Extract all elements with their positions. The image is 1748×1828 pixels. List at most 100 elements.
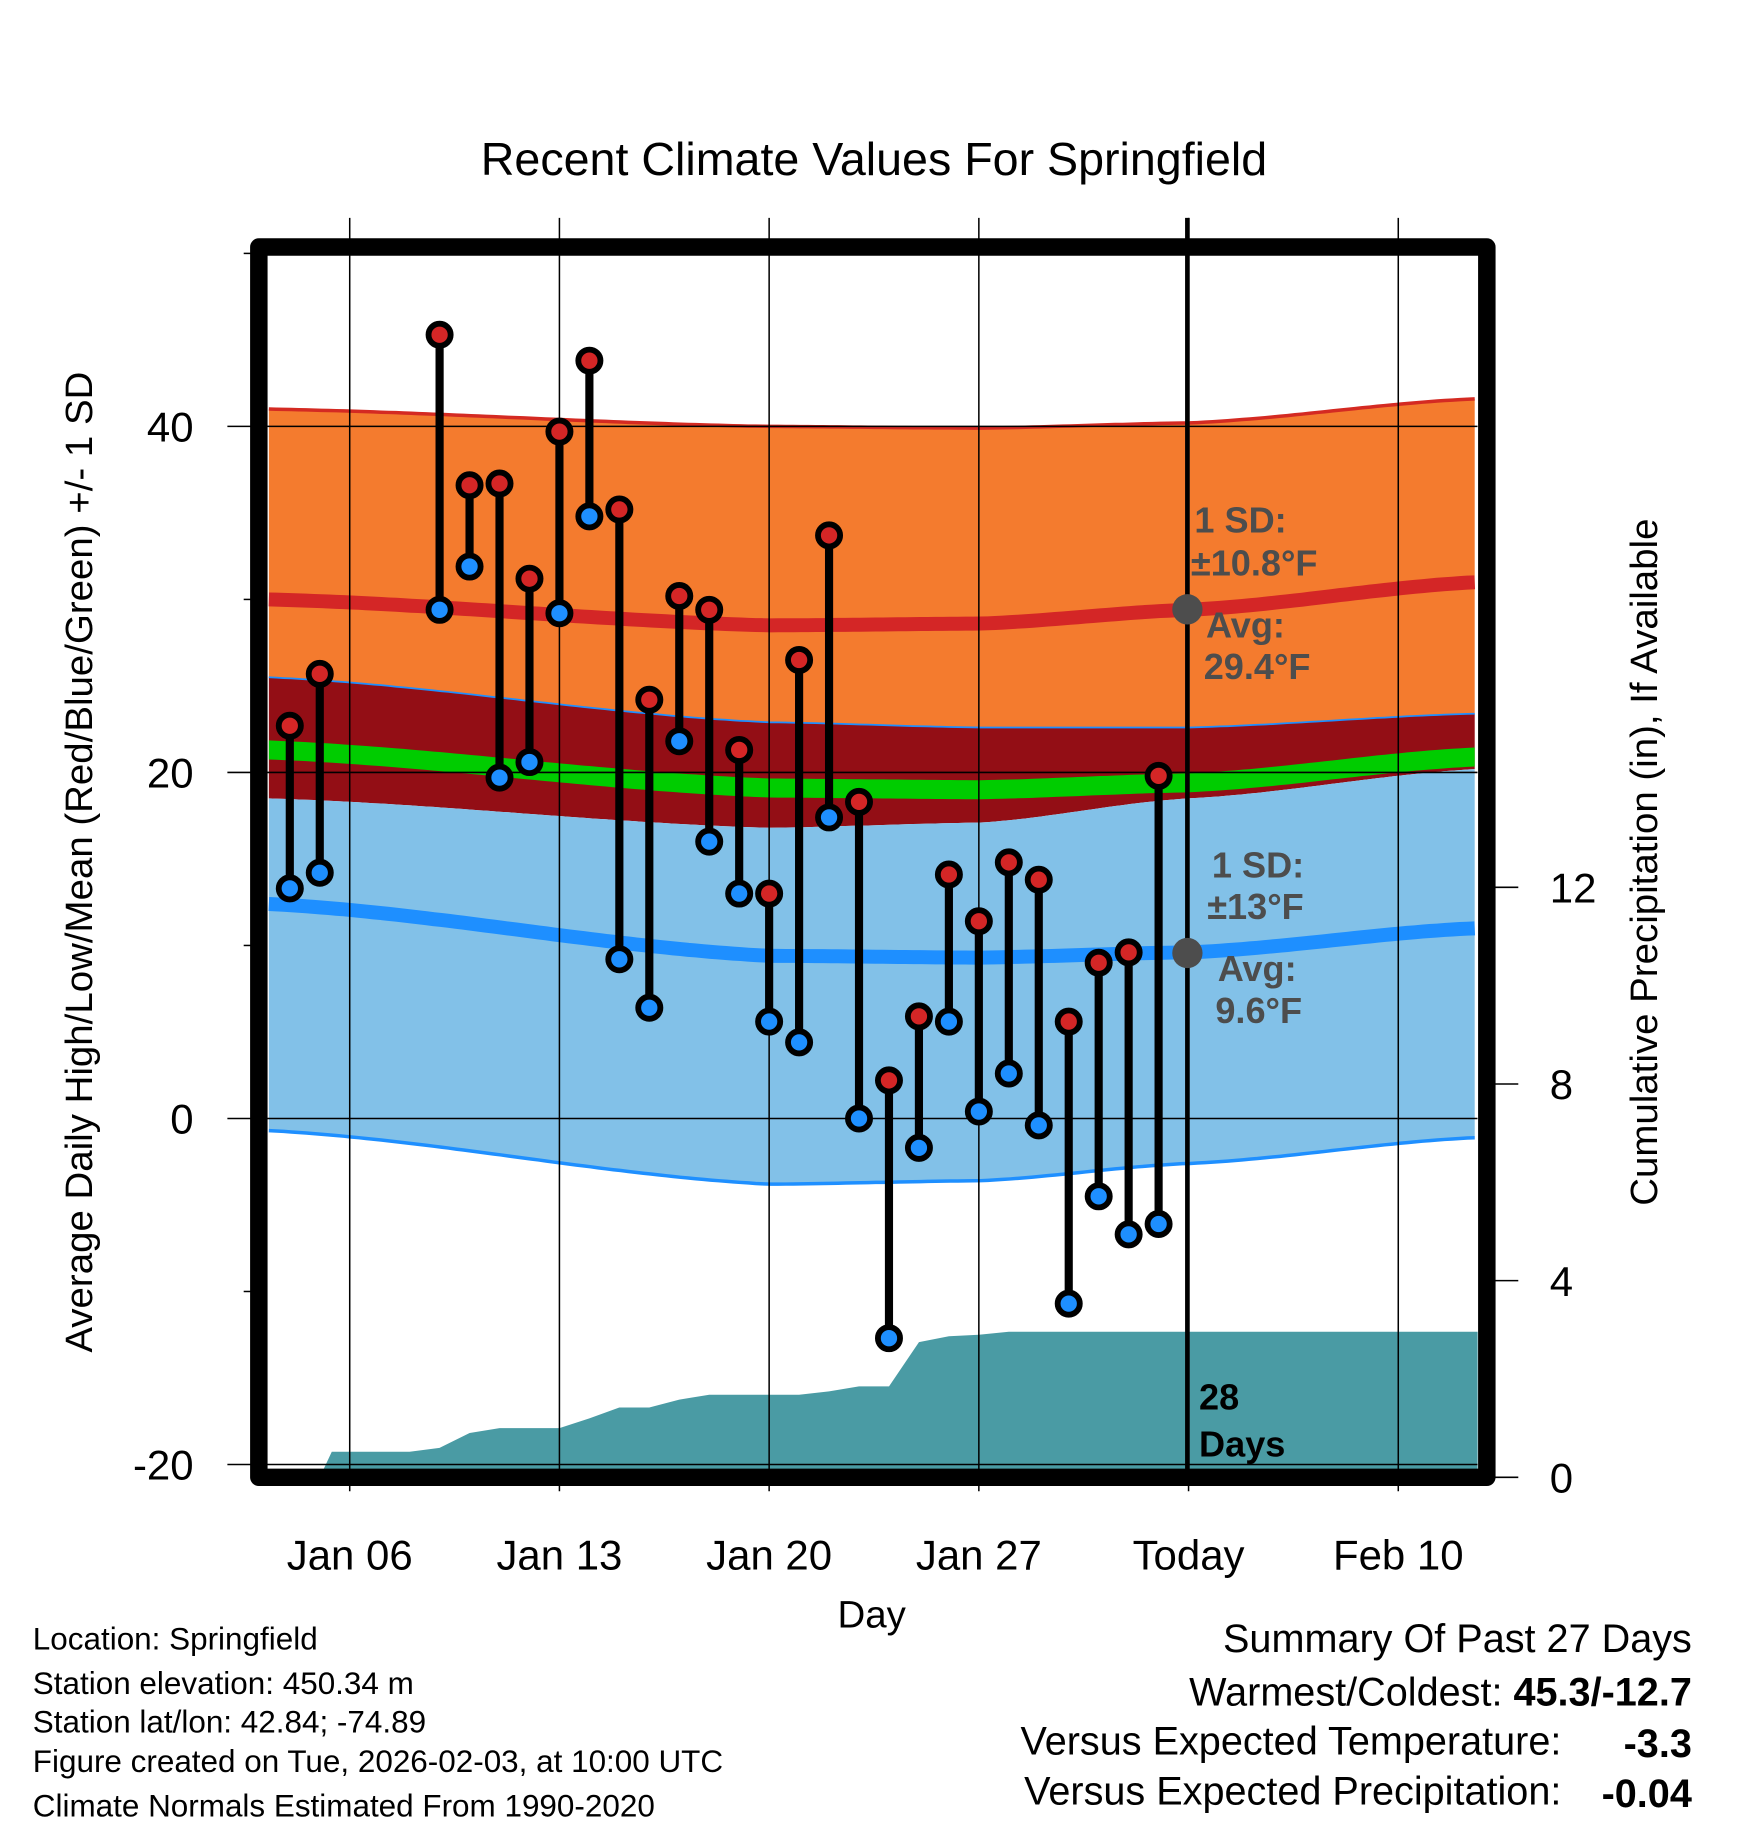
x-tick-label: Jan 13 — [496, 1531, 622, 1578]
daily-high-point — [815, 521, 844, 550]
y-tick-label: 0 — [170, 1096, 193, 1143]
daily-high-point — [665, 581, 694, 610]
daily-low-point — [515, 748, 544, 777]
daily-low-point — [755, 1007, 784, 1036]
daily-low-point — [1114, 1220, 1143, 1249]
high-sd-value: ±10.8°F — [1191, 543, 1318, 584]
daily-low-point — [455, 552, 484, 581]
daily-low-point — [425, 595, 454, 624]
observations — [275, 320, 1173, 1353]
axes: Jan 06 Jan 13 Jan 20 Jan 27 Today Feb 10 -20 0 2… — [133, 252, 1597, 1578]
daily-high-point — [545, 417, 574, 446]
daily-low-point — [575, 502, 604, 531]
daily-low-point — [1054, 1289, 1083, 1318]
daily-high-point — [515, 564, 544, 593]
low-sd-value: ±13°F — [1207, 886, 1303, 927]
daily-high-point — [575, 346, 604, 375]
precip-cumulative-area — [268, 1331, 1478, 1478]
footer-info: Location: Springfield Station elevation:… — [33, 1622, 723, 1824]
daily-low-point — [904, 1133, 933, 1162]
y2-axis-label: Cumulative Precipitation (in), If Availa… — [1623, 519, 1666, 1206]
high-avg-value: 29.4°F — [1204, 646, 1311, 687]
daily-high-point — [725, 735, 754, 764]
daily-low-point — [305, 858, 334, 887]
daily-high-point — [455, 471, 484, 500]
footer-location: Location: Springfield — [33, 1622, 318, 1657]
daily-low-point — [785, 1028, 814, 1057]
y-tick-label: -20 — [133, 1442, 194, 1489]
high-avg-label: Avg: — [1206, 604, 1285, 645]
x-tick-label: Feb 10 — [1333, 1531, 1464, 1578]
mean-band — [268, 740, 1475, 800]
warm-cold-value: 45.3/-12.7 — [1513, 1671, 1691, 1715]
summary: Summary Of Past 27 Days Warmest/Coldest:… — [1020, 1617, 1691, 1816]
y-tick-label: 20 — [147, 750, 194, 797]
footer-latlon: Station lat/lon: 42.84; -74.89 — [33, 1704, 426, 1739]
daily-high-point — [605, 495, 634, 524]
x-tick-label: Jan 06 — [287, 1531, 413, 1578]
daily-low-point — [605, 945, 634, 974]
x-axis-label: Day — [837, 1594, 906, 1637]
daily-high-point — [755, 879, 784, 908]
daily-low-point — [665, 727, 694, 756]
precipitation-area — [268, 1331, 1478, 1478]
summary-warm-cold: Warmest/Coldest: 45.3/-12.7 — [1189, 1671, 1692, 1715]
daily-high-point — [1024, 865, 1053, 894]
y2-tick-label: 8 — [1550, 1061, 1573, 1108]
daily-high-point — [485, 469, 514, 498]
daily-high-point — [695, 595, 724, 624]
daily-low-point — [874, 1324, 903, 1353]
daily-high-point — [1114, 938, 1143, 967]
avg-low-line — [268, 896, 1476, 965]
daily-high-point — [635, 685, 664, 714]
footer-normals: Climate Normals Estimated From 1990-2020 — [33, 1788, 655, 1823]
daily-high-point — [1144, 761, 1173, 790]
y2-tick-label: 0 — [1550, 1454, 1573, 1501]
daily-high-point — [275, 711, 304, 740]
avg-low-marker — [1172, 937, 1203, 969]
daily-low-point — [545, 599, 574, 628]
avg-high-line — [268, 575, 1476, 633]
temp-anomaly-label: Versus Expected Temperature: — [1020, 1720, 1561, 1764]
daily-low-point — [275, 874, 304, 903]
daily-low-point — [1024, 1111, 1053, 1140]
y2-tick-label: 4 — [1550, 1258, 1573, 1305]
daily-high-point — [994, 848, 1023, 877]
daily-high-point — [305, 659, 334, 688]
daily-low-point — [695, 827, 724, 856]
daily-low-point — [934, 1007, 963, 1036]
normal-bands — [268, 397, 1476, 1186]
y-axis-label: Average Daily High/Low/Mean (Red/Blue/Gr… — [58, 372, 101, 1353]
avg-high-marker — [1172, 594, 1203, 625]
low-sd-label: 1 SD: — [1212, 844, 1304, 885]
temp-anomaly-value: -3.3 — [1624, 1722, 1692, 1766]
y2-tick-label: 12 — [1550, 864, 1597, 911]
high-sd-band — [268, 398, 1475, 728]
daily-high-point — [964, 907, 993, 936]
daily-high-point — [785, 646, 814, 674]
precip-anomaly-value: -0.04 — [1602, 1772, 1692, 1816]
precip-anomaly-label: Versus Expected Precipitation: — [1024, 1770, 1561, 1814]
daily-low-point — [485, 763, 514, 792]
daily-low-point — [1144, 1210, 1173, 1238]
chart-title: Recent Climate Values For Springfield — [481, 133, 1267, 185]
daily-low-point — [994, 1059, 1023, 1088]
low-sd-band — [268, 769, 1475, 1185]
daily-low-point — [964, 1097, 993, 1126]
daily-high-point — [874, 1066, 903, 1095]
high-plus-sd-line — [268, 397, 1475, 430]
daily-low-point — [845, 1104, 873, 1133]
daily-high-point — [425, 320, 454, 349]
low-minus-sd-line — [268, 1128, 1475, 1186]
daily-low-point — [1084, 1182, 1113, 1211]
summary-title: Summary Of Past 27 Days — [1223, 1617, 1692, 1661]
footer-created: Figure created on Tue, 2026-02-03, at 10… — [33, 1744, 723, 1779]
daily-high-point — [1084, 948, 1113, 977]
plot-frame — [250, 238, 1496, 1487]
days-count: 28 — [1199, 1377, 1239, 1418]
daily-high-point — [1054, 1007, 1083, 1036]
x-tick-label: Today — [1133, 1531, 1245, 1578]
warm-cold-label: Warmest/Coldest: — [1189, 1671, 1513, 1715]
x-tick-label: Jan 27 — [916, 1531, 1042, 1578]
